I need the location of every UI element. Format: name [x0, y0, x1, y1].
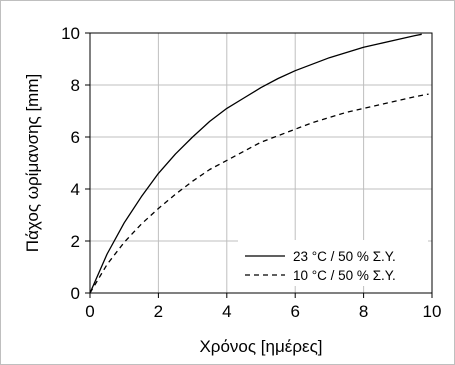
y-tick-label-5: 10	[61, 24, 80, 43]
x-tick-label-4: 8	[359, 302, 368, 321]
legend: 23 °C / 50 % Σ.Υ. 10 °C / 50 % Σ.Υ.	[238, 240, 428, 286]
series-line-0	[89, 33, 422, 294]
y-tick-label-2: 4	[71, 180, 80, 199]
legend-box	[238, 240, 428, 286]
y-axis-label: Πάχος ωρίμανσης [mm]	[23, 74, 42, 252]
y-tick-label-3: 6	[71, 128, 80, 147]
x-axis-label: Χρόνος [ημέρες]	[199, 337, 322, 356]
y-tick-label-0: 0	[71, 284, 80, 303]
x-tick-label-5: 10	[423, 302, 442, 321]
series-layer	[89, 33, 429, 294]
x-tick-label-2: 4	[222, 302, 231, 321]
y-axis-ticks: 0 2 4 6 8 10	[61, 24, 90, 303]
legend-label-10c: 10 °C / 50 % Σ.Υ.	[293, 268, 396, 283]
series-line-1	[89, 93, 429, 294]
plot-area-border	[89, 32, 433, 294]
x-axis-ticks: 0 2 4 6 8 10	[85, 293, 441, 321]
x-tick-label-0: 0	[85, 302, 94, 321]
y-tick-label-4: 8	[71, 76, 80, 95]
legend-label-23c: 23 °C / 50 % Σ.Υ.	[293, 249, 396, 264]
x-tick-label-3: 6	[290, 302, 299, 321]
y-tick-label-1: 2	[71, 232, 80, 251]
x-tick-label-1: 2	[154, 302, 163, 321]
